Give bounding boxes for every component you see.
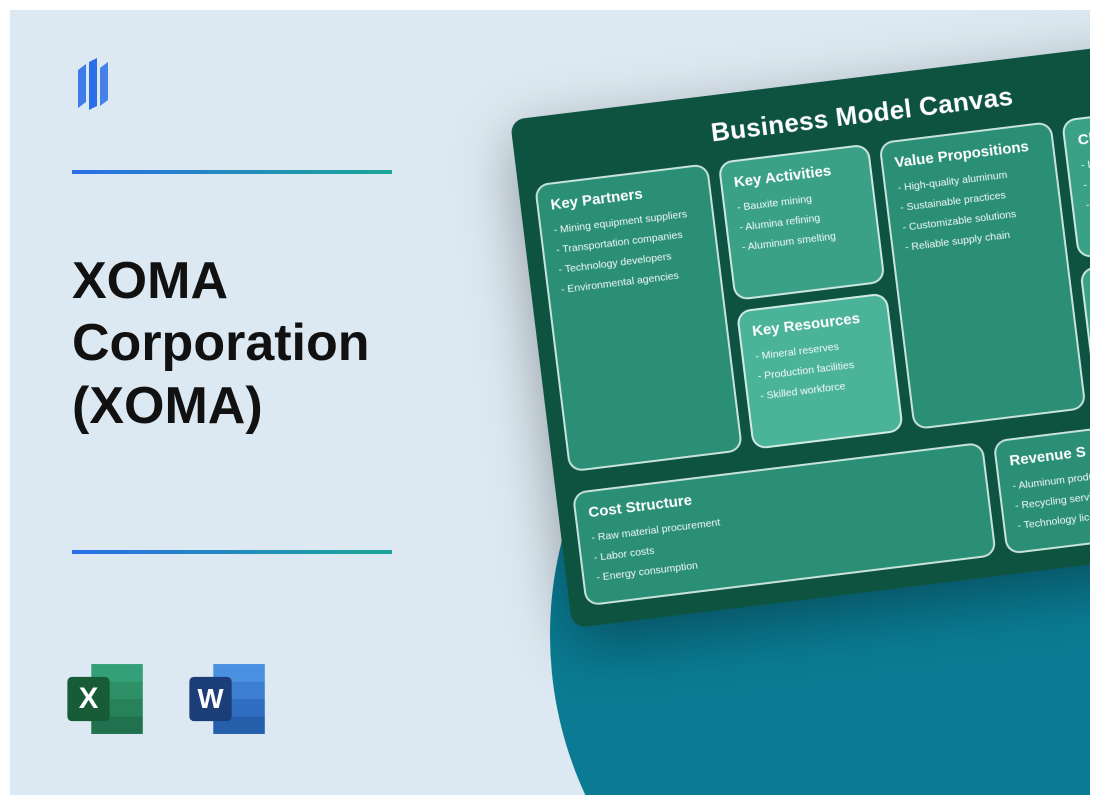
col-activities-resources: Key Activities Bauxite miningAlumina ref… bbox=[717, 144, 903, 450]
box-key-activities: Key Activities Bauxite miningAlumina ref… bbox=[717, 144, 885, 301]
title-line-1: XOMA bbox=[72, 252, 228, 310]
word-icon: W bbox=[182, 653, 274, 745]
box-value-propositions: Value Propositions High-quality aluminum… bbox=[878, 121, 1087, 430]
box-key-resources: Key Resources Mineral reservesProduction… bbox=[736, 292, 904, 449]
svg-text:W: W bbox=[197, 683, 224, 714]
box-clients: Clie Long-tPersoCust bbox=[1061, 103, 1090, 259]
box-key-partners: Key Partners Mining equipment suppliersT… bbox=[534, 163, 743, 472]
promo-card: XOMA Corporation (XOMA) X W Business M bbox=[10, 10, 1090, 795]
list-key-activities: Bauxite miningAlumina refiningAluminum s… bbox=[736, 184, 866, 258]
svg-text:X: X bbox=[79, 682, 99, 715]
excel-icon: X bbox=[60, 653, 152, 745]
box-revenue: Revenue S Aluminum produRecycling servic… bbox=[993, 411, 1090, 555]
title-line-2: Corporation bbox=[72, 314, 370, 372]
page-title: XOMA Corporation (XOMA) bbox=[72, 250, 370, 437]
divider-top bbox=[72, 170, 392, 174]
business-model-canvas: Business Model Canvas Key Partners Minin… bbox=[510, 35, 1090, 628]
canvas-preview: Business Model Canvas Key Partners Minin… bbox=[510, 35, 1090, 628]
title-line-3: (XOMA) bbox=[72, 377, 263, 435]
list-key-resources: Mineral reservesProduction facilitiesSki… bbox=[754, 333, 884, 407]
heading-revenue: Revenue S bbox=[1009, 426, 1090, 469]
list-key-partners: Mining equipment suppliersTransportation… bbox=[553, 204, 708, 301]
list-value-propositions: High-quality aluminumSustainable practic… bbox=[897, 161, 1052, 258]
brand-logo-icon bbox=[72, 58, 118, 114]
list-clients: Long-tPersoCust bbox=[1080, 144, 1090, 217]
file-format-icons: X W bbox=[60, 653, 274, 745]
divider-bottom bbox=[72, 550, 392, 554]
heading-clients: Clie bbox=[1077, 119, 1090, 149]
